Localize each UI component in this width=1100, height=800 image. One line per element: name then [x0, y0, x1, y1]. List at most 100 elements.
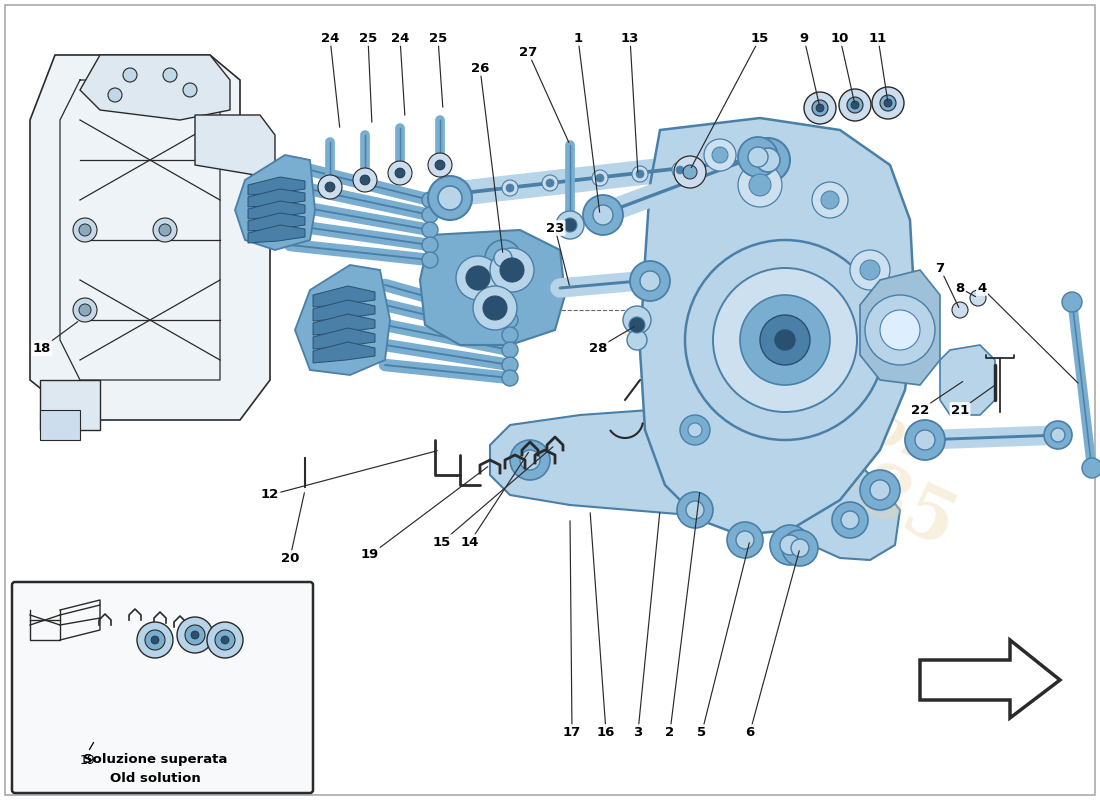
- Text: 27: 27: [519, 46, 537, 58]
- Circle shape: [812, 100, 828, 116]
- Circle shape: [672, 162, 688, 178]
- Circle shape: [860, 470, 900, 510]
- Circle shape: [473, 286, 517, 330]
- Circle shape: [138, 622, 173, 658]
- Circle shape: [506, 184, 514, 192]
- Polygon shape: [248, 213, 305, 231]
- Circle shape: [636, 170, 644, 178]
- Text: 1: 1: [573, 31, 583, 45]
- Text: 21: 21: [950, 403, 969, 417]
- Circle shape: [502, 357, 518, 373]
- Circle shape: [502, 370, 518, 386]
- Circle shape: [821, 191, 839, 209]
- Circle shape: [160, 224, 170, 236]
- Polygon shape: [490, 410, 900, 560]
- Circle shape: [456, 256, 501, 300]
- Circle shape: [713, 268, 857, 412]
- Text: Soluzione superata: Soluzione superata: [82, 754, 228, 766]
- Text: 2: 2: [666, 726, 674, 738]
- Circle shape: [502, 180, 518, 196]
- Circle shape: [324, 182, 336, 192]
- Polygon shape: [80, 55, 230, 120]
- Circle shape: [123, 68, 138, 82]
- Circle shape: [151, 636, 160, 644]
- Text: 14: 14: [461, 535, 480, 549]
- Text: 15: 15: [433, 535, 451, 549]
- Text: 7: 7: [935, 262, 945, 274]
- Text: 28: 28: [588, 342, 607, 354]
- Circle shape: [163, 68, 177, 82]
- Circle shape: [915, 430, 935, 450]
- Circle shape: [395, 168, 405, 178]
- Circle shape: [632, 166, 648, 182]
- Circle shape: [593, 205, 613, 225]
- Circle shape: [563, 218, 578, 232]
- Circle shape: [428, 153, 452, 177]
- Polygon shape: [420, 230, 565, 345]
- Circle shape: [780, 535, 800, 555]
- Text: 24: 24: [390, 31, 409, 45]
- Polygon shape: [314, 286, 375, 307]
- Circle shape: [865, 295, 935, 365]
- Circle shape: [688, 423, 702, 437]
- Text: 22: 22: [911, 403, 930, 417]
- Circle shape: [686, 501, 704, 519]
- Circle shape: [905, 420, 945, 460]
- Text: 24: 24: [321, 31, 339, 45]
- Circle shape: [422, 207, 438, 223]
- Circle shape: [872, 87, 904, 119]
- Circle shape: [880, 310, 920, 350]
- Text: Old solution: Old solution: [110, 771, 200, 785]
- Circle shape: [623, 306, 651, 334]
- Circle shape: [428, 176, 472, 220]
- Circle shape: [556, 211, 584, 239]
- Circle shape: [73, 298, 97, 322]
- Circle shape: [1082, 458, 1100, 478]
- Circle shape: [434, 160, 446, 170]
- Circle shape: [870, 480, 890, 500]
- Text: 3: 3: [634, 726, 642, 738]
- Circle shape: [185, 625, 205, 645]
- Polygon shape: [314, 342, 375, 363]
- Polygon shape: [940, 345, 996, 415]
- Circle shape: [746, 138, 790, 182]
- Circle shape: [500, 258, 524, 282]
- Text: 5: 5: [697, 726, 706, 738]
- Circle shape: [839, 89, 871, 121]
- Circle shape: [629, 317, 645, 333]
- Text: 9: 9: [800, 31, 808, 45]
- Circle shape: [712, 147, 728, 163]
- Circle shape: [674, 156, 706, 188]
- Circle shape: [770, 525, 810, 565]
- Text: 25: 25: [429, 31, 447, 45]
- Circle shape: [1044, 421, 1072, 449]
- Text: 8: 8: [956, 282, 965, 294]
- Circle shape: [422, 237, 438, 253]
- Text: 1985: 1985: [754, 415, 966, 565]
- Circle shape: [683, 165, 697, 179]
- Circle shape: [791, 539, 808, 557]
- Circle shape: [502, 342, 518, 358]
- Text: 17: 17: [563, 726, 581, 738]
- Polygon shape: [640, 118, 915, 535]
- Circle shape: [816, 104, 824, 112]
- Circle shape: [776, 330, 795, 350]
- Circle shape: [884, 99, 892, 107]
- Circle shape: [214, 630, 235, 650]
- Circle shape: [73, 218, 97, 242]
- Polygon shape: [40, 380, 100, 430]
- Circle shape: [727, 522, 763, 558]
- Polygon shape: [860, 270, 940, 385]
- Circle shape: [510, 440, 550, 480]
- Circle shape: [760, 315, 810, 365]
- Circle shape: [749, 174, 771, 196]
- Circle shape: [630, 261, 670, 301]
- Polygon shape: [30, 55, 270, 420]
- Circle shape: [748, 147, 768, 167]
- Circle shape: [438, 186, 462, 210]
- Circle shape: [860, 260, 880, 280]
- Text: passion for: passion for: [620, 287, 939, 473]
- Circle shape: [952, 302, 968, 318]
- Polygon shape: [314, 300, 375, 321]
- Circle shape: [832, 502, 868, 538]
